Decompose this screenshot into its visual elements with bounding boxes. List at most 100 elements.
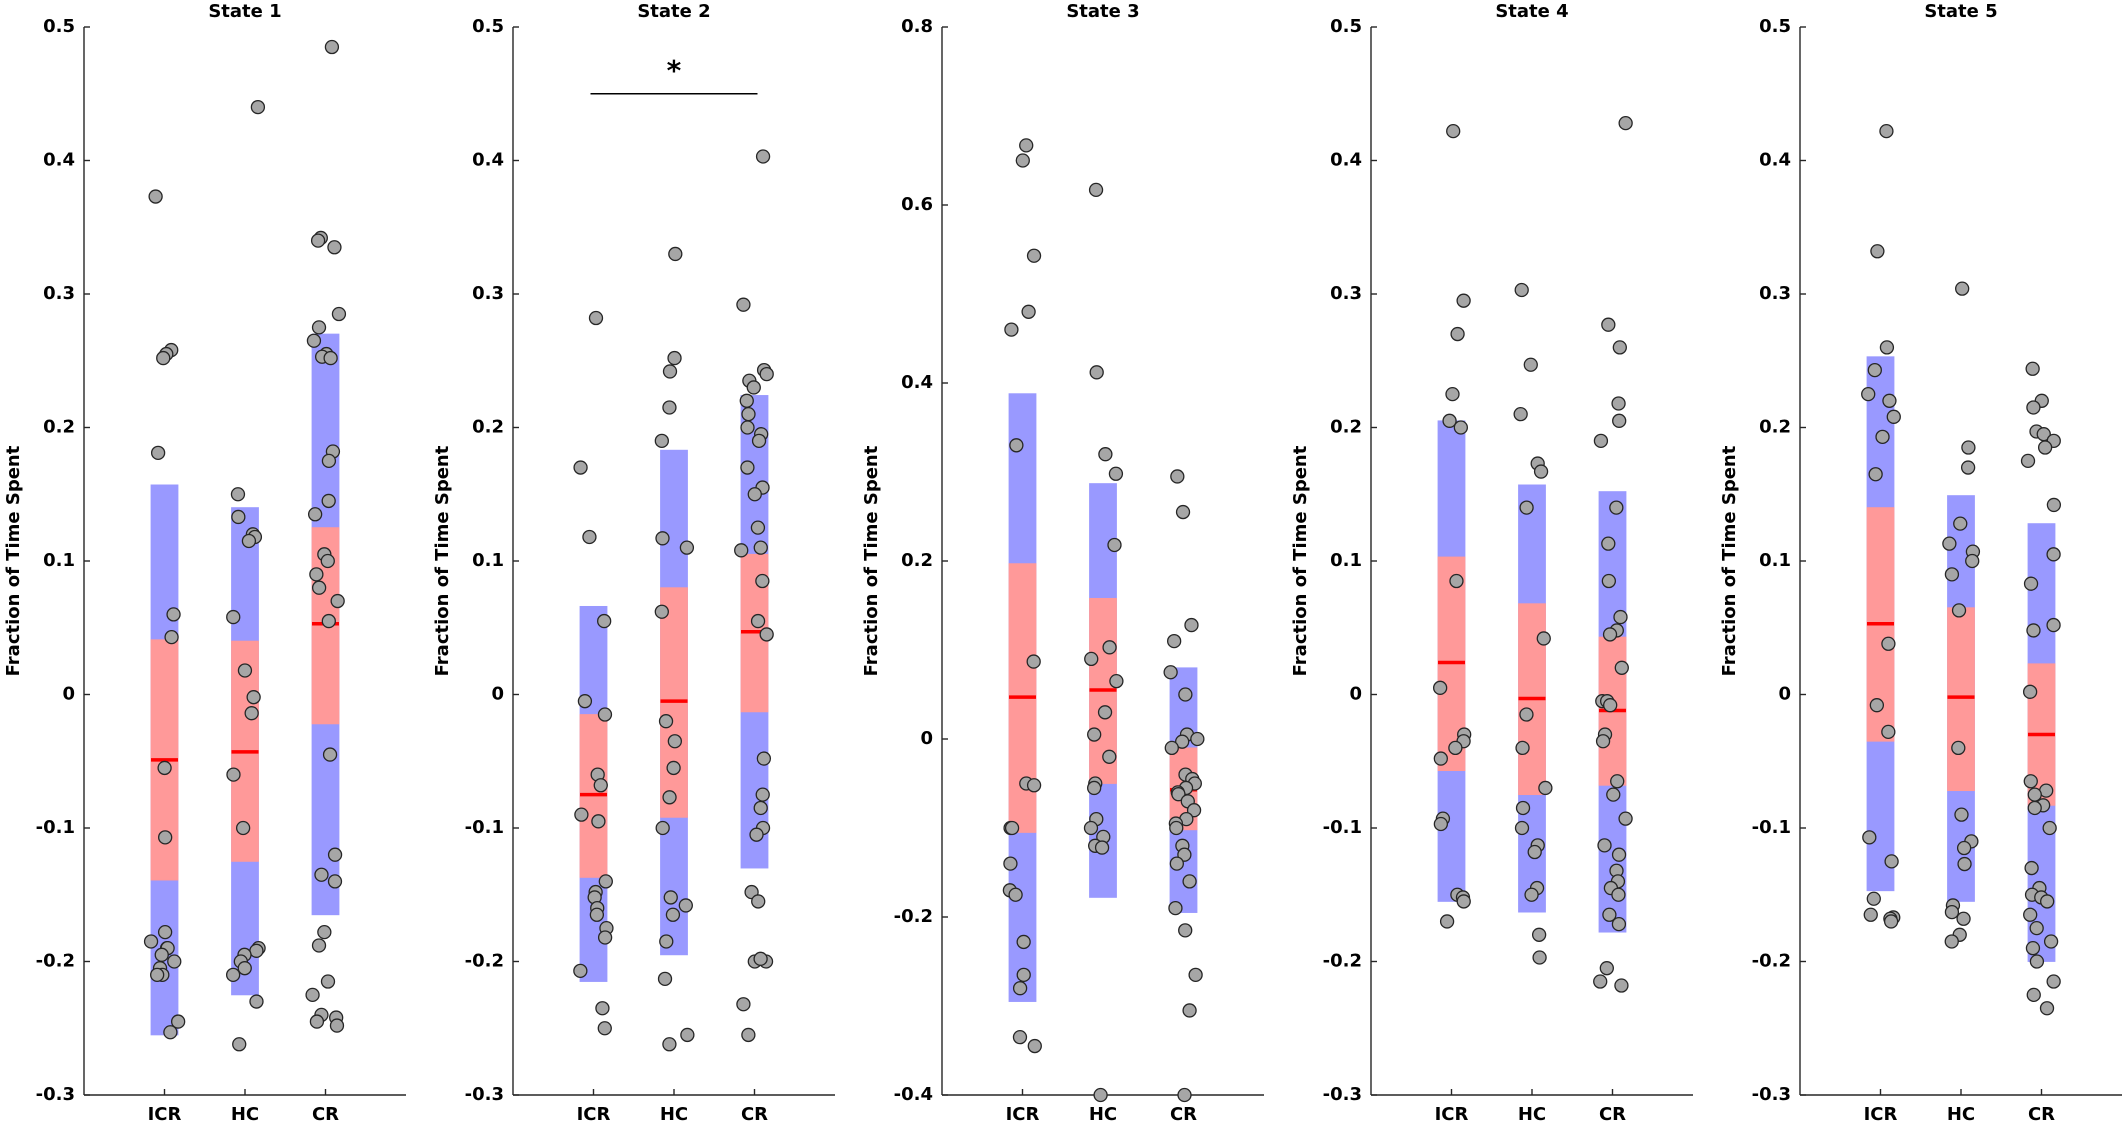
data-point [655, 531, 670, 546]
data-point [597, 930, 613, 945]
y-tick-label: 0.5 [1759, 16, 1791, 37]
data-point [1102, 640, 1117, 655]
y-tick-label: 0.8 [901, 16, 933, 37]
data-point [655, 820, 670, 836]
y-tick-label: 0.6 [901, 194, 933, 215]
data-point [237, 663, 253, 678]
data-point [753, 800, 768, 816]
data-point [1456, 293, 1471, 308]
x-tick-label: HC [1518, 1104, 1546, 1125]
data-point [167, 954, 182, 969]
data-point [232, 1037, 247, 1052]
data-point [154, 947, 169, 962]
data-point [2046, 974, 2061, 989]
subplot: State 1 Fraction of Time Spent -0.3 -0.2 -0.… [3, 1, 406, 1125]
data-point [759, 366, 774, 382]
data-point [1008, 887, 1023, 902]
data-point [1595, 734, 1611, 749]
data-point [1954, 807, 1969, 822]
data-point [759, 627, 774, 642]
y-tick-label: -0.2 [1323, 951, 1362, 972]
x-tick-label: CR [312, 1104, 339, 1125]
subplot: State 3 Fraction of Time Spent -0.4 -0.2 0 0.… [861, 1, 1264, 1125]
y-tick-label: -0.3 [465, 1084, 504, 1105]
x-tick-label: HC [660, 1104, 688, 1125]
data-point [305, 987, 320, 1003]
data-point [2023, 907, 2038, 922]
data-point [1602, 907, 1617, 922]
data-point [1015, 153, 1030, 168]
data-point [1171, 787, 1186, 802]
data-point [1433, 751, 1448, 766]
data-point [1606, 787, 1621, 802]
data-point [1169, 856, 1184, 871]
x-tick-label: CR [1599, 1104, 1626, 1125]
data-point [1944, 934, 1959, 949]
data-point [666, 760, 681, 776]
data-point [1097, 705, 1113, 720]
data-point [1599, 961, 1614, 976]
data-point [1883, 914, 1899, 929]
data-point [1884, 854, 1899, 869]
data-point [1449, 573, 1464, 589]
y-tick-label: 0.3 [43, 283, 75, 304]
data-point [1027, 1038, 1042, 1054]
data-point [327, 847, 343, 862]
data-point [1445, 386, 1460, 402]
data-point [1527, 844, 1542, 860]
y-tick-label: 0.4 [1330, 150, 1362, 171]
data-point [1532, 950, 1547, 965]
data-point [755, 787, 770, 802]
y-tick-label: 0.2 [901, 550, 933, 571]
data-point [1456, 894, 1471, 909]
data-point [1182, 1003, 1197, 1018]
data-point [755, 149, 771, 164]
data-point [225, 967, 241, 982]
data-point [750, 520, 766, 535]
data-point [322, 747, 338, 762]
data-point [156, 350, 171, 366]
y-tick-label: -0.4 [894, 1084, 933, 1105]
data-point [1514, 282, 1529, 298]
data-point [1188, 967, 1203, 982]
y-tick-label: -0.1 [1323, 817, 1362, 838]
y-tick-label: 0 [920, 728, 933, 749]
x-tick-label: HC [1089, 1104, 1117, 1125]
data-point [324, 39, 340, 55]
data-point [1879, 123, 1894, 139]
data-point [574, 807, 589, 822]
y-axis-label: Fraction of Time Spent [861, 445, 882, 676]
data-point [323, 350, 338, 366]
data-point [1538, 780, 1553, 796]
data-point [157, 924, 173, 940]
data-point [1611, 916, 1627, 932]
data-point [741, 406, 756, 422]
y-tick-label: -0.2 [465, 951, 504, 972]
data-point [1084, 651, 1099, 667]
data-point [2023, 774, 2038, 789]
data-point [1175, 504, 1191, 520]
data-point [1951, 603, 1967, 618]
x-tick-label: CR [2028, 1104, 2055, 1125]
data-point [327, 240, 342, 255]
data-point [654, 433, 669, 449]
data-point [157, 760, 172, 776]
data-point [237, 961, 252, 976]
data-point [1944, 904, 1960, 920]
data-point [327, 874, 343, 889]
data-point [1083, 820, 1099, 836]
data-point [1004, 322, 1019, 337]
data-point [1446, 123, 1461, 139]
data-point [1175, 734, 1190, 749]
data-point [230, 487, 246, 502]
y-tick-label: 0 [1349, 684, 1362, 705]
data-point [309, 567, 324, 582]
data-point [736, 997, 751, 1012]
data-point [663, 890, 678, 905]
y-tick-label: 0.4 [901, 372, 933, 393]
data-point [662, 400, 677, 415]
x-tick-label: ICR [1435, 1104, 1469, 1125]
data-point [1515, 740, 1530, 756]
data-point [755, 573, 770, 589]
